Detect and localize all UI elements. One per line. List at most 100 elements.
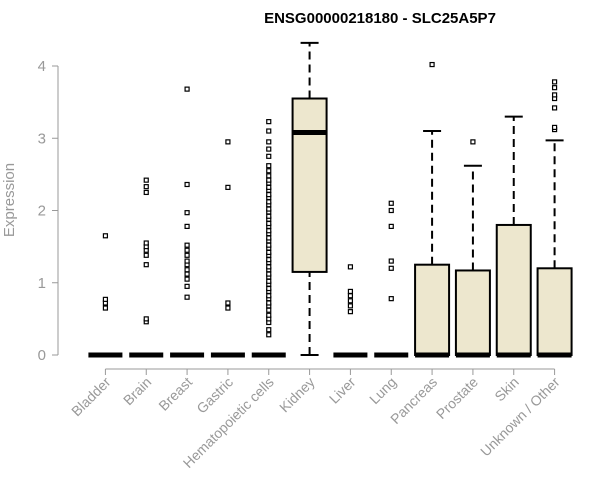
outlier-point	[266, 271, 272, 277]
outlier-point	[388, 223, 394, 229]
outlier-point	[388, 200, 394, 206]
outlier-point	[347, 288, 354, 295]
outlier-point	[225, 300, 231, 306]
outlier-point	[266, 199, 272, 205]
outlier-point	[143, 316, 149, 322]
outlier-point	[470, 139, 476, 145]
outlier-point	[266, 293, 272, 299]
outlier-point	[184, 276, 190, 282]
outlier-point	[266, 213, 272, 219]
outlier-point	[184, 181, 190, 188]
outlier-point	[266, 119, 272, 125]
box-skin	[495, 115, 532, 358]
outlier-point	[266, 285, 272, 292]
y-tick-label: 0	[38, 347, 46, 364]
outlier-point	[266, 220, 272, 227]
outlier-point	[143, 184, 149, 190]
outlier-point	[551, 79, 558, 85]
outlier-point	[225, 184, 231, 190]
outlier-point	[266, 184, 272, 190]
outlier-point	[143, 252, 149, 258]
outlier-point	[347, 309, 354, 315]
outlier-point	[102, 305, 109, 311]
outlier-point	[266, 192, 272, 198]
box-body	[495, 223, 532, 356]
box-body	[536, 267, 573, 356]
x-tick-label: Breast	[155, 374, 195, 414]
y-tick-label: 1	[38, 275, 46, 292]
x-tick-label: Prostate	[433, 374, 481, 422]
outlier-point	[184, 258, 190, 264]
outlier-point	[184, 271, 190, 277]
outlier-point	[184, 223, 190, 229]
chart-title: ENSG00000218180 - SLC25A5P7	[264, 10, 496, 27]
box-body	[454, 269, 491, 356]
outlier-point	[388, 207, 394, 214]
outlier-point	[184, 242, 190, 248]
outlier-point	[551, 105, 558, 111]
box-unknown-other	[536, 79, 573, 358]
outlier-point	[388, 265, 394, 271]
outlier-point	[551, 124, 558, 131]
x-tick-label: Liver	[326, 374, 359, 407]
outlier-point	[266, 307, 272, 313]
box-hematopoietic-cells	[251, 119, 286, 358]
box-body	[291, 97, 328, 273]
outlier-point	[143, 189, 149, 196]
outlier-point	[184, 210, 190, 216]
box-prostate	[454, 139, 491, 358]
box-bladder	[88, 233, 123, 358]
x-tick-label: Lung	[366, 374, 399, 407]
outlier-point	[184, 283, 190, 289]
outlier-point	[388, 258, 394, 264]
outlier-point	[347, 293, 354, 299]
outlier-point	[551, 85, 558, 91]
outlier-point	[184, 252, 190, 258]
outlier-point	[266, 249, 272, 256]
box-body	[414, 263, 451, 356]
outlier-point	[266, 264, 272, 270]
outlier-point	[266, 163, 272, 169]
outlier-point	[266, 228, 272, 234]
outlier-point	[266, 332, 272, 338]
outlier-point	[266, 173, 272, 179]
box-breast	[170, 86, 205, 358]
outlier-point	[266, 139, 272, 145]
outlier-point	[266, 257, 272, 263]
box-liver	[333, 264, 368, 358]
outlier-point	[347, 303, 354, 309]
outlier-point	[266, 128, 272, 134]
x-tick-label: Brain	[120, 374, 154, 408]
box-kidney	[291, 41, 328, 356]
outlier-point	[102, 296, 109, 302]
outlier-point	[143, 177, 149, 183]
outlier-point	[225, 305, 231, 311]
y-axis-label: Expression	[1, 163, 18, 237]
outlier-point	[266, 312, 272, 318]
plot-area	[88, 41, 573, 358]
outlier-point	[266, 242, 272, 248]
outlier-point	[266, 235, 272, 241]
x-tick-label: Skin	[491, 374, 522, 405]
outlier-point	[143, 240, 149, 246]
outlier-point	[266, 206, 272, 212]
outlier-point	[184, 267, 190, 273]
outlier-point	[266, 300, 272, 306]
outlier-point	[551, 92, 558, 98]
outlier-point	[184, 86, 190, 92]
outlier-point	[266, 177, 272, 183]
outlier-point	[143, 262, 149, 268]
outlier-point	[184, 294, 190, 300]
box-pancreas	[414, 61, 451, 358]
outlier-point	[225, 139, 231, 145]
y-tick-label: 4	[38, 58, 46, 75]
y-tick-label: 3	[38, 130, 46, 147]
box-lung	[374, 200, 409, 358]
outlier-point	[184, 247, 190, 253]
outlier-point	[266, 168, 272, 174]
outlier-point	[347, 298, 354, 304]
outlier-point	[266, 146, 272, 152]
outlier-point	[266, 278, 272, 284]
